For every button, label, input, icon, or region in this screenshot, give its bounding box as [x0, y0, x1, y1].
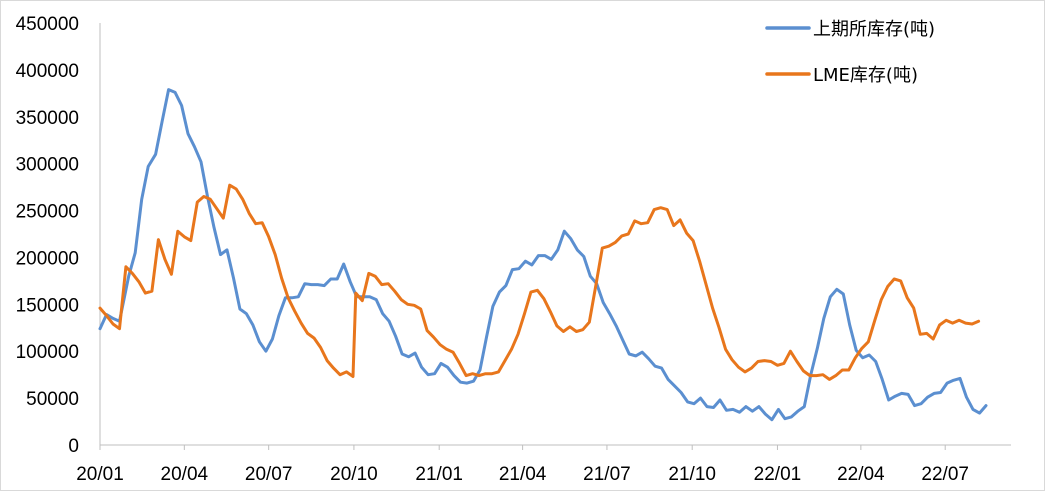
- y-tick-label: 100000: [16, 342, 79, 363]
- x-tick-label: 20/04: [161, 464, 209, 485]
- legend-label: 上期所库存(吨): [813, 19, 935, 40]
- y-tick-label: 300000: [16, 155, 79, 176]
- series-layer: [98, 88, 988, 422]
- axes: [99, 23, 1011, 446]
- y-tick-label: 150000: [16, 295, 79, 316]
- x-tick-labels: 20/01 20/04 20/07 20/10 21/01 21/04 21/07 21/10…: [76, 445, 969, 485]
- x-tick-label: 20/01: [76, 464, 124, 485]
- y-tick-label: 200000: [16, 248, 79, 269]
- y-tick-label: 50000: [26, 389, 79, 410]
- legend: 上期所库存(吨) LME库存(吨): [765, 19, 935, 86]
- y-tick-label: 350000: [16, 108, 79, 129]
- x-tick-label: 22/07: [921, 464, 969, 485]
- x-tick-label: 20/07: [245, 464, 293, 485]
- x-tick-label: 22/04: [837, 464, 885, 485]
- x-tick-label: 21/01: [415, 464, 463, 485]
- x-tick-label: 20/10: [330, 464, 378, 485]
- y-tick-label: 450000: [16, 14, 79, 35]
- series-line-2: [98, 183, 981, 381]
- y-tick-label: 400000: [16, 61, 79, 82]
- y-tick-label: 250000: [16, 202, 79, 223]
- y-tick-labels: 0 50000 100000 150000 200000 250000 300000 3500…: [16, 14, 79, 457]
- series-line-1: [98, 88, 988, 422]
- x-tick-label: 21/04: [499, 464, 547, 485]
- x-tick-label: 21/07: [583, 464, 631, 485]
- legend-label: LME库存(吨): [813, 65, 918, 86]
- x-tick-label: 22/01: [754, 464, 802, 485]
- x-tick-label: 21/10: [668, 464, 716, 485]
- y-tick-label: 0: [68, 436, 79, 457]
